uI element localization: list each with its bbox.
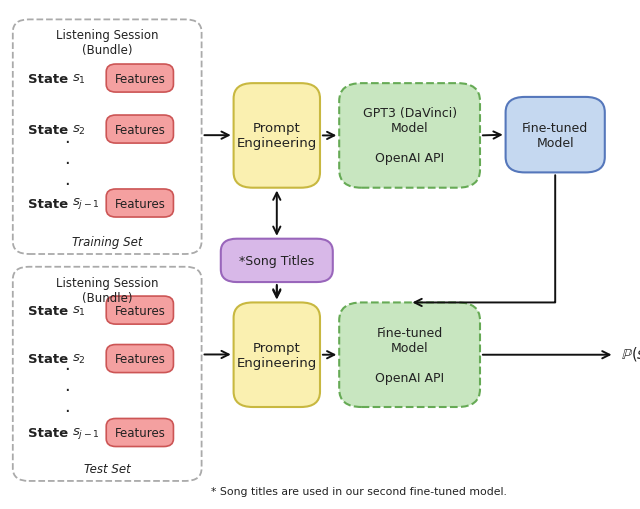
- Text: *Song Titles: *Song Titles: [239, 254, 314, 267]
- Text: $s_{j-1}$: $s_{j-1}$: [72, 425, 100, 440]
- Text: Features: Features: [115, 197, 165, 210]
- Text: Listening Session
(Bundle): Listening Session (Bundle): [56, 276, 159, 304]
- FancyBboxPatch shape: [13, 20, 202, 254]
- Text: Fine-tuned
Model

OpenAI API: Fine-tuned Model OpenAI API: [375, 326, 444, 384]
- FancyBboxPatch shape: [221, 239, 333, 282]
- FancyBboxPatch shape: [106, 189, 173, 218]
- FancyBboxPatch shape: [339, 303, 480, 407]
- Text: ·
·
·: · · ·: [65, 361, 70, 420]
- Text: Test Set: Test Set: [84, 462, 131, 475]
- Text: Features: Features: [115, 72, 165, 86]
- Text: $\mathbb{P}(s_j)$: $\mathbb{P}(s_j)$: [621, 345, 640, 365]
- FancyBboxPatch shape: [339, 84, 480, 188]
- FancyBboxPatch shape: [234, 84, 320, 188]
- Text: Features: Features: [115, 123, 165, 136]
- FancyBboxPatch shape: [106, 345, 173, 373]
- FancyBboxPatch shape: [106, 418, 173, 447]
- Text: Features: Features: [115, 352, 165, 365]
- Text: Training Set: Training Set: [72, 235, 143, 248]
- Text: Prompt
Engineering: Prompt Engineering: [237, 122, 317, 150]
- Text: $s_1$: $s_1$: [72, 72, 86, 86]
- FancyBboxPatch shape: [106, 116, 173, 144]
- Text: State: State: [28, 197, 68, 210]
- Text: $s_1$: $s_1$: [72, 304, 86, 317]
- Text: GPT3 (DaVinci)
Model

OpenAI API: GPT3 (DaVinci) Model OpenAI API: [362, 107, 457, 165]
- Text: State: State: [28, 352, 68, 365]
- FancyBboxPatch shape: [106, 65, 173, 93]
- Text: State: State: [28, 72, 68, 86]
- Text: State: State: [28, 304, 68, 317]
- FancyBboxPatch shape: [106, 296, 173, 325]
- Text: $s_2$: $s_2$: [72, 352, 86, 365]
- Text: Prompt
Engineering: Prompt Engineering: [237, 341, 317, 369]
- Text: State: State: [28, 426, 68, 439]
- Text: State: State: [28, 123, 68, 136]
- Text: $s_{j-1}$: $s_{j-1}$: [72, 196, 100, 211]
- Text: Listening Session
(Bundle): Listening Session (Bundle): [56, 30, 159, 57]
- Text: $s_2$: $s_2$: [72, 123, 86, 136]
- Text: Features: Features: [115, 426, 165, 439]
- Text: Fine-tuned
Model: Fine-tuned Model: [522, 122, 588, 149]
- FancyBboxPatch shape: [13, 267, 202, 481]
- Text: Features: Features: [115, 304, 165, 317]
- FancyBboxPatch shape: [506, 98, 605, 173]
- Text: * Song titles are used in our second fine-tuned model.: * Song titles are used in our second fin…: [211, 486, 507, 496]
- Text: ·
·
·: · · ·: [65, 134, 70, 193]
- FancyBboxPatch shape: [234, 303, 320, 407]
